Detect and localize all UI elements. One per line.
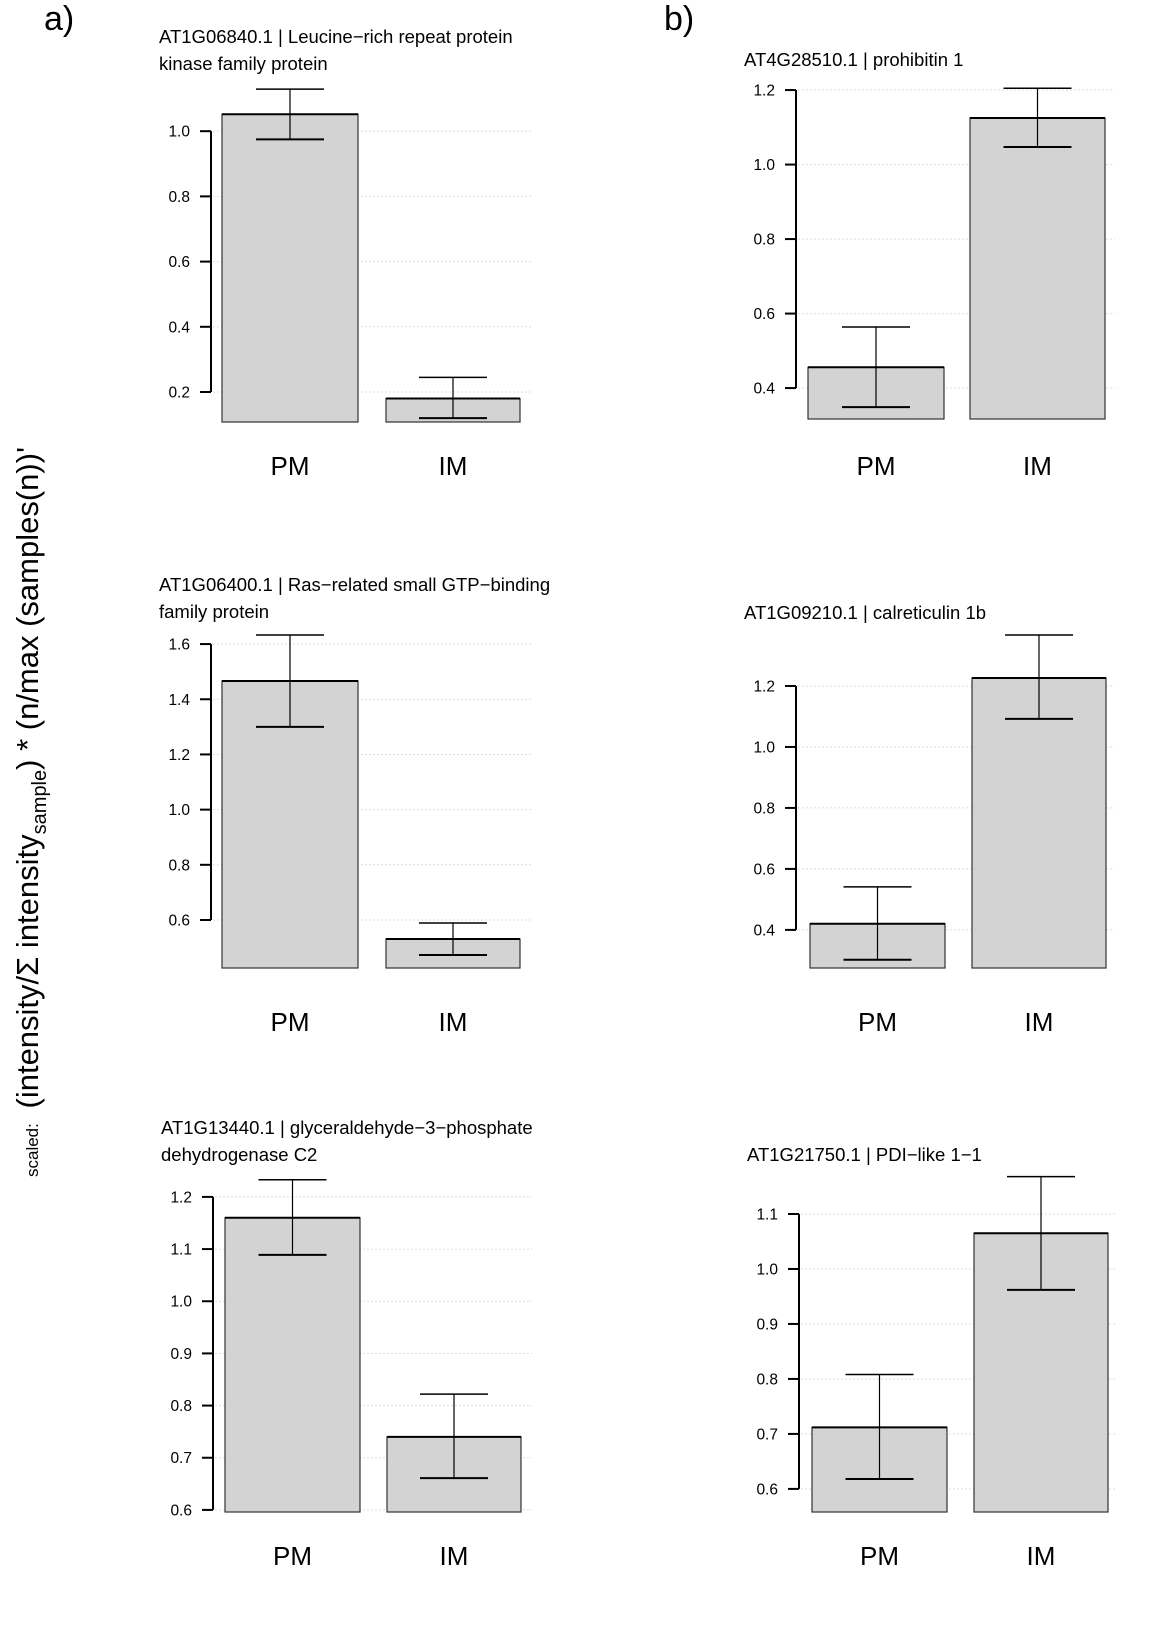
svg-text:scaled: (intensity/Σ int: scaled: (intensity/Σ intensitysample) * …: [10, 447, 51, 1177]
y-tick-label: 0.4: [753, 381, 775, 398]
y-tick-label: 0.9: [756, 1316, 778, 1333]
y-tick-label: 1.2: [170, 1189, 192, 1206]
y-tick-label: 0.7: [170, 1450, 192, 1467]
ylabel-part2: ) * (n/max (samples(n)): [10, 453, 45, 770]
chart-title: family protein: [159, 601, 269, 622]
ylabel-subscript: sample: [29, 770, 51, 834]
y-tick-label: 0.8: [753, 800, 775, 817]
y-tick-label: 0.8: [753, 232, 775, 249]
y-tick-label: 0.8: [756, 1371, 778, 1388]
bar-chart-panel-5: AT1G09210.1 | calreticulin 1b PM IM 0.4 0.6 0…: [744, 602, 1115, 1037]
y-axis-label: scaled: (intensity/Σ intensitysample) * …: [10, 447, 51, 1177]
panel-label-b: b): [664, 0, 694, 38]
category-label: PM: [860, 1541, 899, 1571]
bar-pm: [224, 1217, 361, 1513]
y-tick-label: 0.8: [168, 189, 190, 206]
ylabel-part3: ': [10, 447, 45, 453]
ylabel-prefix: scaled:: [23, 1123, 42, 1177]
category-label: IM: [440, 1541, 469, 1571]
y-tick-label: 1.0: [170, 1294, 192, 1311]
y-tick-label: 0.6: [168, 254, 190, 271]
chart-title: AT1G06400.1 | Ras−related small GTP−bind…: [159, 574, 550, 595]
y-tick-label: 1.0: [753, 157, 775, 174]
y-tick-label: 0.7: [756, 1426, 778, 1443]
category-label: PM: [273, 1541, 312, 1571]
y-tick-label: 0.9: [170, 1346, 192, 1363]
y-tick-label: 0.6: [756, 1481, 778, 1498]
bar-chart-panel-2: AT1G06400.1 | Ras−related small GTP−bind…: [159, 574, 550, 1037]
bar-im: [969, 117, 1106, 420]
y-tick-label: 1.1: [170, 1242, 192, 1259]
panel-label-a: a): [44, 0, 74, 38]
category-label: IM: [1023, 451, 1052, 481]
category-label: PM: [857, 451, 896, 481]
y-tick-label: 1.6: [168, 637, 190, 654]
category-label: PM: [858, 1007, 897, 1037]
y-tick-label: 0.4: [168, 319, 190, 336]
chart-title: AT1G06840.1 | Leucine−rich repeat protei…: [159, 26, 513, 47]
bar-chart-panel-4: AT4G28510.1 | prohibitin 1 PM IM 0.4 0.6 0.8 1…: [744, 49, 1115, 481]
y-tick-label: 1.0: [168, 124, 190, 141]
y-tick-label: 0.6: [753, 306, 775, 323]
y-tick-label: 1.4: [168, 692, 190, 709]
ylabel-part1: (intensity/Σ intensity: [10, 834, 45, 1109]
bar-chart-panel-6: AT1G21750.1 | PDI−like 1−1 PM IM 0.6 0.7 0.8 0…: [747, 1144, 1115, 1571]
y-tick-label: 1.2: [753, 83, 775, 100]
chart-title: dehydrogenase C2: [161, 1144, 317, 1165]
y-tick-label: 0.8: [170, 1398, 192, 1415]
chart-title: AT1G13440.1 | glyceraldehyde−3−phosphate: [161, 1117, 533, 1138]
y-tick-label: 0.8: [168, 857, 190, 874]
chart-title: AT1G21750.1 | PDI−like 1−1: [747, 1144, 982, 1165]
bar-chart-panel-1: AT1G06840.1 | Leucine−rich repeat protei…: [159, 26, 532, 481]
y-tick-label: 0.6: [170, 1502, 192, 1519]
y-tick-label: 1.2: [168, 747, 190, 764]
y-tick-label: 1.1: [756, 1206, 778, 1223]
bar-pm: [221, 113, 359, 423]
bar-im: [971, 677, 1107, 969]
category-label: IM: [1027, 1541, 1056, 1571]
y-tick-label: 1.0: [168, 802, 190, 819]
y-tick-label: 0.6: [168, 912, 190, 929]
bar-chart-panel-3: AT1G13440.1 | glyceraldehyde−3−phosphate…: [161, 1117, 533, 1571]
category-label: IM: [1025, 1007, 1054, 1037]
y-tick-label: 0.2: [168, 385, 190, 402]
category-label: PM: [271, 1007, 310, 1037]
chart-title: AT1G09210.1 | calreticulin 1b: [744, 602, 986, 623]
y-tick-label: 0.6: [753, 861, 775, 878]
chart-title: kinase family protein: [159, 53, 328, 74]
y-tick-label: 1.0: [756, 1261, 778, 1278]
y-tick-label: 0.4: [753, 922, 775, 939]
y-tick-label: 1.0: [753, 739, 775, 756]
category-label: PM: [271, 451, 310, 481]
bar-pm: [221, 680, 359, 969]
category-label: IM: [439, 1007, 468, 1037]
chart-title: AT4G28510.1 | prohibitin 1: [744, 49, 963, 70]
category-label: IM: [439, 451, 468, 481]
y-tick-label: 1.2: [753, 678, 775, 695]
